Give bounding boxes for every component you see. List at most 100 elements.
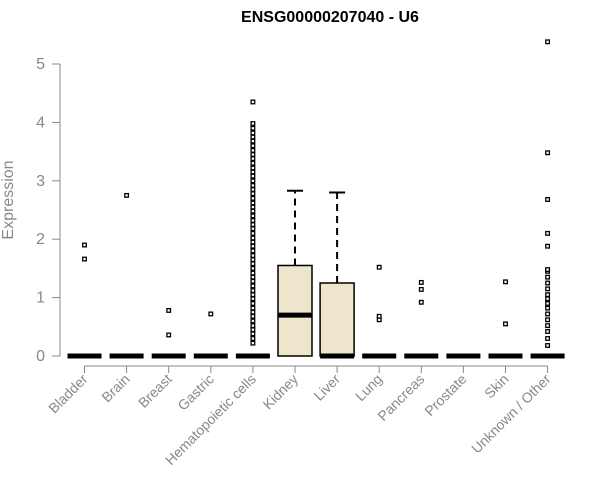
outlier-point: [166, 307, 172, 313]
outlier-point: [250, 165, 256, 171]
box-breast: [151, 307, 186, 359]
outlier-point: [250, 305, 256, 311]
outlier-point: [545, 323, 551, 329]
outlier-point: [250, 261, 256, 267]
outlier-point: [250, 191, 256, 197]
outlier-point: [250, 208, 256, 214]
box-kidney: [277, 189, 313, 357]
outlier-point: [250, 213, 256, 219]
y-tick-label: 1: [36, 290, 45, 307]
outlier-point: [250, 134, 256, 140]
outlier-point: [250, 239, 256, 245]
outlier-point: [545, 311, 551, 317]
outlier-point: [250, 99, 256, 105]
outlier-point: [376, 313, 382, 319]
outlier-point: [250, 187, 256, 193]
outlier-point: [250, 340, 256, 346]
outlier-point: [250, 178, 256, 184]
outlier-point: [545, 267, 551, 273]
box-body: [319, 282, 355, 357]
outlier-point: [545, 296, 551, 302]
outlier-point: [82, 242, 87, 248]
outlier-point: [545, 329, 551, 334]
outlier-point: [545, 150, 551, 156]
outlier-point: [250, 235, 256, 241]
outlier-point: [250, 173, 256, 179]
outlier-point: [250, 336, 256, 341]
outlier-point: [250, 204, 256, 210]
outlier-point: [250, 318, 256, 324]
outlier-point: [250, 138, 256, 144]
outlier-point: [418, 279, 424, 285]
outlier-point: [545, 336, 551, 341]
y-tick-label: 5: [36, 56, 45, 73]
outlier-point: [250, 283, 256, 289]
y-tick-label: 3: [36, 173, 45, 190]
y-axis-title: Expression: [0, 160, 17, 239]
box-lung: [362, 264, 397, 359]
box-brain: [109, 192, 144, 359]
outlier-point: [250, 183, 256, 188]
outlier-point: [250, 143, 256, 149]
y-tick-label: 0: [36, 348, 45, 365]
box-pancreas: [404, 279, 439, 359]
outlier-point: [545, 230, 551, 236]
outlier-point: [545, 197, 551, 202]
outlier-point: [250, 218, 256, 223]
x-tick-label: Prostate: [421, 371, 469, 419]
outlier-point: [545, 286, 551, 292]
outlier-point: [418, 299, 424, 305]
outlier-point: [250, 274, 256, 280]
outlier-point: [250, 147, 256, 153]
outlier-point: [250, 278, 256, 284]
outlier-point: [250, 243, 256, 249]
outlier-point: [545, 39, 551, 45]
box-gastric: [193, 311, 228, 359]
outlier-point: [250, 327, 256, 333]
outlier-point: [250, 265, 256, 271]
outlier-point: [166, 332, 172, 338]
x-tick-label: Liver: [310, 371, 343, 404]
x-tick-label: Bladder: [45, 371, 91, 417]
outlier-point: [250, 222, 256, 228]
outlier-point: [503, 279, 508, 285]
outlier-point: [250, 300, 256, 306]
outlier-point: [250, 248, 256, 254]
box-unknown-other: [530, 39, 565, 359]
outlier-point: [250, 270, 256, 276]
outlier-point: [250, 121, 256, 127]
chart-title: ENSG00000207040 - U6: [241, 9, 419, 26]
outlier-point: [545, 305, 551, 311]
outlier-point: [208, 311, 214, 317]
x-tick-label: Breast: [135, 371, 175, 411]
outlier-point: [250, 309, 256, 315]
outlier-point: [124, 192, 130, 198]
outlier-point: [250, 130, 256, 136]
box-body: [277, 264, 313, 357]
box-bladder: [67, 242, 102, 359]
outlier-point: [250, 331, 256, 337]
box-hematopoietic-cells: [235, 99, 270, 359]
box-liver: [319, 191, 355, 359]
box-skin: [488, 279, 523, 359]
outlier-point: [250, 226, 256, 232]
y-tick-label: 4: [36, 114, 45, 131]
outlier-point: [250, 292, 256, 298]
plot-area: [67, 39, 565, 359]
x-tick-label: Pancreas: [374, 371, 427, 424]
outlier-point: [545, 292, 551, 298]
outlier-point: [250, 160, 256, 166]
outlier-point: [250, 257, 256, 263]
x-tick-label: Kidney: [260, 371, 302, 413]
outlier-point: [545, 343, 551, 348]
x-tick-label: Lung: [352, 371, 385, 404]
x-tick-label: Brain: [98, 371, 132, 405]
outlier-point: [376, 264, 382, 270]
outlier-point: [250, 169, 256, 175]
outlier-point: [250, 200, 256, 206]
outlier-point: [250, 288, 256, 294]
outlier-point: [545, 280, 551, 286]
outlier-point: [250, 230, 256, 236]
x-tick-label: Skin: [481, 371, 512, 402]
